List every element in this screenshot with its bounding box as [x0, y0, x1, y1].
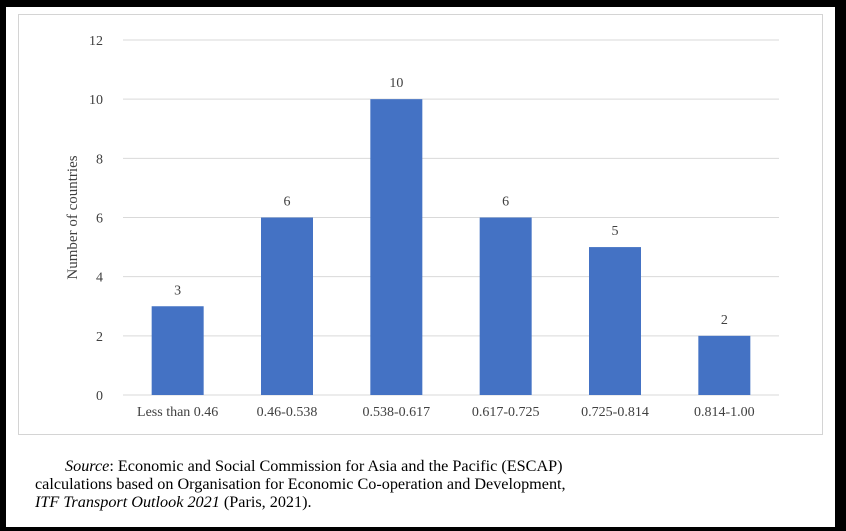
chart-area: 0 2 4 6 8 10 12 3 Less than 0.46 6 0.46-0.538 10 0.5… — [18, 14, 823, 435]
bar — [261, 217, 313, 395]
data-label: 6 — [284, 195, 291, 210]
x-tick-label: 0.538-0.617 — [362, 405, 430, 420]
bar — [479, 217, 532, 395]
source-line-1: Source: Economic and Social Commission f… — [35, 457, 775, 475]
source-label: Source — [65, 457, 110, 475]
bar — [698, 335, 751, 395]
x-tick-label: 0.46-0.538 — [257, 405, 318, 420]
source-line-3: ITF Transport Outlook 2021 (Paris, 2021)… — [35, 493, 775, 511]
source-publication-title: ITF Transport Outlook 2021 — [35, 493, 220, 511]
bar — [370, 99, 423, 396]
data-label: 2 — [721, 313, 728, 328]
y-tick-label: 8 — [96, 152, 103, 167]
y-tick-label: 0 — [96, 389, 103, 404]
bar — [589, 247, 641, 395]
source-line-1-text: : Economic and Social Commission for Asi… — [109, 457, 563, 475]
data-label: 3 — [174, 283, 181, 298]
y-tick-label: 2 — [96, 330, 103, 345]
data-label: 5 — [612, 224, 619, 239]
source-note: Source: Economic and Social Commission f… — [35, 457, 775, 511]
x-tick-label: Less than 0.46 — [137, 405, 218, 420]
y-tick-label: 4 — [96, 271, 103, 286]
source-line-3-text: (Paris, 2021). — [219, 493, 312, 511]
source-line-2: calculations based on Organisation for E… — [35, 475, 566, 493]
x-tick-label: 0.617-0.725 — [472, 405, 540, 420]
y-tick-label: 6 — [96, 212, 103, 227]
data-label: 10 — [389, 76, 403, 91]
y-axis-title: Number of countries — [65, 155, 81, 279]
x-tick-label: 0.814-1.00 — [694, 405, 755, 420]
x-tick-label: 0.725-0.814 — [581, 405, 649, 420]
y-tick-label: 10 — [89, 93, 103, 108]
bar — [151, 306, 204, 395]
bar-chart: 0 2 4 6 8 10 12 3 Less than 0.46 6 0.46-0.538 10 0.5… — [65, 34, 779, 420]
data-label: 6 — [502, 195, 509, 210]
y-tick-label: 12 — [89, 34, 103, 49]
